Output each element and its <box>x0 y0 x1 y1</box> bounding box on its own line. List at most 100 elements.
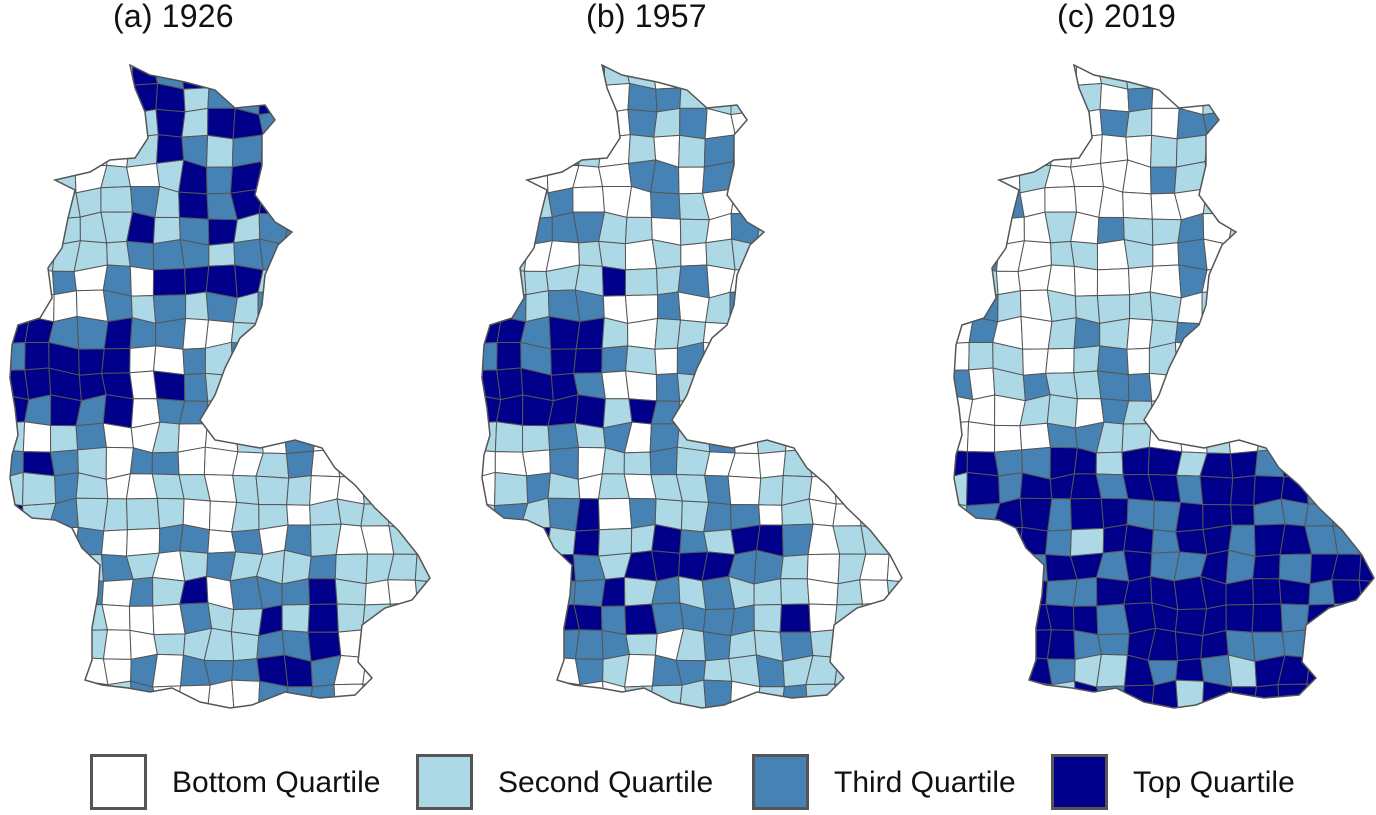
district-region <box>833 473 862 505</box>
district-region <box>258 712 286 740</box>
district-region <box>835 237 862 269</box>
district-region <box>1174 341 1208 377</box>
district-region <box>832 289 867 325</box>
district-region <box>232 474 260 506</box>
district-region <box>1252 578 1282 606</box>
district-region <box>178 400 209 425</box>
district-region <box>151 653 184 688</box>
district-region <box>1174 396 1206 427</box>
district-region <box>309 188 342 217</box>
district-region <box>599 108 631 139</box>
district-region <box>10 656 30 686</box>
district-region <box>335 65 368 91</box>
district-region <box>1331 633 1364 660</box>
district-region <box>833 629 866 659</box>
district-region <box>1227 424 1260 455</box>
district-region <box>781 369 810 402</box>
legend-label-bottom: Bottom Quartile <box>172 766 381 799</box>
district-region <box>494 527 528 559</box>
district-region <box>548 707 579 708</box>
district-region <box>623 653 656 688</box>
district-region <box>257 268 287 293</box>
district-region <box>812 214 837 245</box>
district-region <box>78 348 105 376</box>
district-region <box>307 321 335 349</box>
district-region <box>1306 395 1333 425</box>
district-region <box>482 81 499 112</box>
district-region <box>835 371 862 400</box>
maps-canvas <box>9 63 1376 740</box>
district-region <box>834 655 866 687</box>
district-region <box>259 238 287 271</box>
district-region <box>598 134 631 168</box>
district-region <box>1332 342 1361 375</box>
district-region <box>281 346 317 371</box>
district-region <box>601 345 629 374</box>
district-region <box>1150 166 1177 195</box>
district-region <box>805 322 836 349</box>
district-region <box>387 369 419 400</box>
district-region <box>1280 498 1309 527</box>
district-region <box>887 111 902 139</box>
district-region <box>1045 707 1077 708</box>
district-region <box>1331 472 1365 505</box>
district-region <box>807 110 837 141</box>
district-region <box>154 185 181 218</box>
district-region <box>101 707 133 708</box>
district-region <box>1176 474 1204 506</box>
district-region <box>10 265 30 296</box>
district-region <box>1098 185 1125 218</box>
district-region <box>885 266 902 298</box>
district-region <box>256 344 290 375</box>
district-region <box>1200 322 1233 351</box>
district-region <box>1255 346 1279 372</box>
country-outline <box>953 63 1375 709</box>
district-region <box>493 684 523 708</box>
district-region <box>1228 706 1261 708</box>
district-region <box>362 214 393 245</box>
district-region <box>1204 133 1234 168</box>
district-region <box>22 502 57 529</box>
district-region <box>1099 108 1130 138</box>
district-region <box>601 317 629 349</box>
district-region <box>1072 576 1098 607</box>
district-region <box>572 185 606 213</box>
district-region <box>727 475 762 506</box>
district-region <box>755 82 788 114</box>
district-region <box>1121 446 1150 476</box>
district-region <box>1073 317 1101 349</box>
district-region <box>386 111 419 141</box>
district-region <box>74 134 108 167</box>
district-region <box>757 450 787 479</box>
district-region <box>151 451 180 476</box>
district-region <box>28 293 55 323</box>
district-region <box>888 394 902 428</box>
district-region <box>832 111 862 141</box>
district-region <box>1175 501 1204 533</box>
district-region <box>1362 712 1376 735</box>
district-region <box>153 633 186 656</box>
district-region <box>415 243 430 271</box>
district-region <box>50 134 78 167</box>
district-region <box>1360 529 1374 559</box>
district-region <box>1278 578 1311 606</box>
district-region <box>231 528 264 556</box>
district-region <box>966 502 1001 529</box>
district-region <box>968 86 997 115</box>
legend-swatch-top <box>1051 754 1108 810</box>
district-region <box>185 291 210 321</box>
district-region <box>1254 134 1282 168</box>
district-region <box>654 317 682 350</box>
district-region <box>860 82 892 116</box>
district-region <box>812 263 841 299</box>
district-region <box>389 187 414 220</box>
district-region <box>314 82 340 114</box>
district-region <box>628 497 657 529</box>
district-region <box>1200 344 1234 375</box>
district-region <box>1277 345 1309 373</box>
district-region <box>755 290 784 324</box>
district-region <box>1252 554 1281 580</box>
district-region <box>50 424 79 453</box>
district-region <box>309 705 336 708</box>
district-region <box>307 214 342 242</box>
